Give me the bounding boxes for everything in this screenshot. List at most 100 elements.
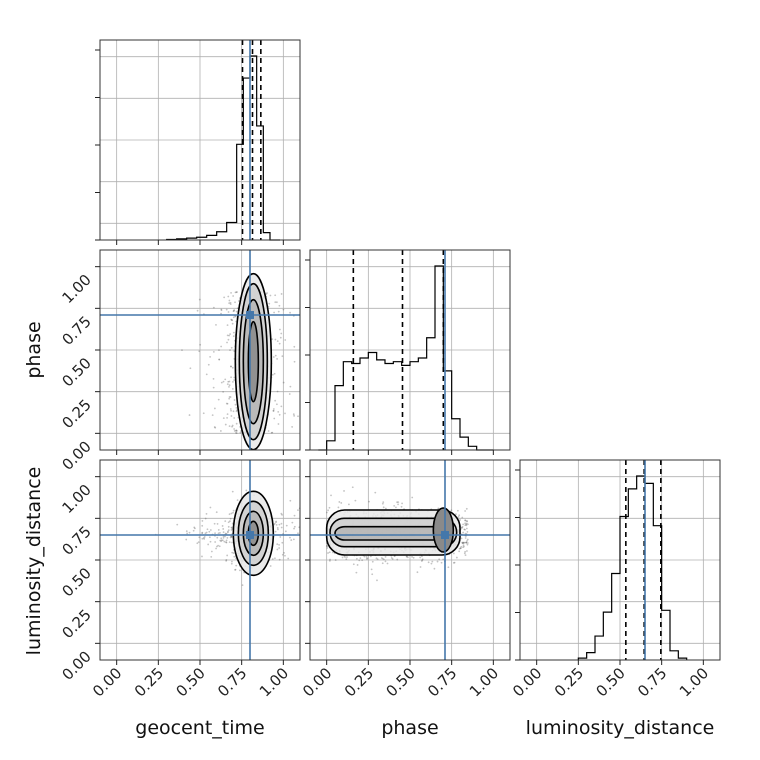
sample-point	[397, 503, 399, 506]
sample-point	[462, 531, 465, 534]
sample-point	[205, 512, 208, 515]
y-tick-label: 0.50	[58, 564, 94, 600]
sample-point	[217, 544, 220, 547]
sample-point	[366, 557, 369, 560]
sample-point	[293, 525, 296, 528]
sample-point	[212, 386, 215, 389]
sample-point	[280, 512, 283, 515]
sample-point	[208, 530, 211, 533]
sample-point	[233, 428, 236, 430]
sample-point	[436, 560, 439, 563]
sample-point	[220, 539, 223, 542]
truth-marker	[441, 531, 449, 539]
sample-point	[227, 338, 230, 341]
sample-point	[442, 558, 445, 561]
sample-point	[289, 499, 292, 502]
sample-point	[235, 432, 238, 435]
sample-point	[176, 523, 179, 526]
sample-point	[375, 557, 378, 560]
sample-point	[288, 393, 291, 395]
sample-point	[233, 309, 236, 311]
sample-point	[397, 501, 400, 504]
sample-point	[326, 547, 329, 549]
sample-point	[326, 544, 328, 547]
sample-point	[282, 308, 285, 311]
sample-point	[275, 403, 278, 406]
sample-point	[229, 301, 232, 304]
sample-point	[348, 503, 350, 506]
x-tick-label: 0.50	[172, 664, 208, 700]
sample-point	[466, 530, 469, 533]
sample-point	[220, 312, 222, 315]
ylabel-luminosity-distance: luminosity_distance	[23, 467, 45, 656]
sample-point	[374, 491, 377, 494]
sample-point	[341, 556, 344, 559]
sample-point	[459, 547, 462, 550]
sample-point	[393, 505, 396, 507]
sample-point	[216, 545, 218, 548]
sample-point	[337, 506, 340, 509]
sample-point	[466, 543, 469, 546]
sample-point	[228, 520, 231, 523]
sample-point	[289, 536, 291, 539]
sample-point	[465, 541, 468, 544]
sample-point	[227, 530, 229, 533]
sample-point	[198, 350, 201, 353]
sample-point	[462, 542, 464, 545]
sample-point	[327, 509, 329, 512]
sample-point	[231, 388, 234, 390]
sample-point	[185, 538, 188, 541]
sample-point	[458, 550, 461, 553]
xlabel-geocent-time: geocent_time	[135, 717, 264, 739]
x-tick-label: 0.75	[424, 664, 460, 700]
sample-point	[228, 299, 231, 302]
sample-point	[225, 559, 228, 562]
sample-point	[226, 413, 229, 415]
sample-point	[201, 532, 204, 535]
sample-point	[222, 535, 225, 538]
sample-point	[220, 308, 223, 311]
sample-point	[225, 539, 228, 542]
sample-point	[207, 363, 210, 366]
sample-point	[412, 556, 415, 559]
sample-point	[390, 557, 393, 559]
sample-point	[232, 511, 234, 514]
sample-point	[381, 502, 384, 505]
sample-point	[277, 410, 280, 413]
sample-point	[234, 301, 236, 304]
sample-point	[276, 543, 279, 546]
sample-point	[233, 430, 236, 432]
sample-point	[290, 539, 293, 541]
sample-point	[369, 555, 372, 558]
hist-panel-phase	[305, 249, 511, 455]
sample-point	[213, 522, 216, 525]
sample-point	[234, 403, 237, 406]
sample-point	[235, 429, 238, 432]
sample-point	[297, 509, 299, 511]
sample-point	[384, 555, 387, 558]
sample-point	[232, 310, 235, 313]
sample-point	[438, 558, 441, 561]
sample-point	[368, 500, 370, 503]
sample-point	[229, 349, 231, 352]
sample-point	[222, 390, 225, 393]
sample-point	[411, 556, 413, 558]
sample-point	[224, 423, 227, 426]
sample-point	[280, 522, 283, 525]
x-tick-label: 0.50	[382, 664, 418, 700]
sample-point	[395, 506, 397, 509]
sample-point	[228, 302, 231, 305]
xlabel-phase: phase	[381, 717, 438, 739]
x-tick-label: 0.00	[299, 664, 335, 700]
sample-point	[278, 558, 281, 561]
sample-point	[230, 365, 232, 368]
sample-point	[232, 410, 235, 413]
sample-point	[462, 544, 465, 547]
sample-point	[466, 523, 469, 526]
sample-point	[231, 424, 234, 427]
sample-point	[239, 569, 241, 572]
sample-point	[225, 541, 227, 544]
sample-point	[458, 547, 461, 550]
sample-point	[287, 557, 290, 560]
sample-point	[226, 536, 229, 539]
